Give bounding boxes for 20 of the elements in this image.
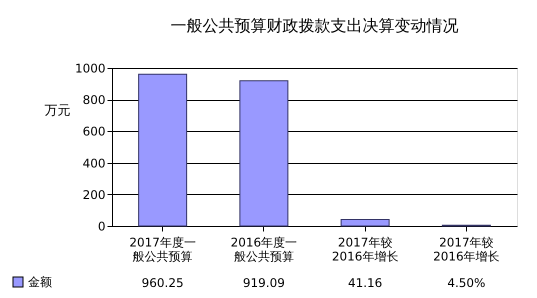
y-axis-title: 万元 (44, 104, 70, 118)
x-tick-label: 2016年度一般公共预算 (230, 236, 298, 264)
x-tick-label: 2017年度一般公共预算 (129, 236, 196, 264)
data-label: 4.50% (447, 276, 486, 290)
y-tick-label: 0 (98, 220, 106, 234)
y-tick-label: 800 (82, 93, 106, 108)
y-tick-label: 1000 (74, 62, 106, 76)
y-tick-label: 400 (82, 156, 106, 170)
data-label: 41.16 (348, 276, 382, 290)
legend-label: 金额 (28, 275, 52, 289)
chart-title: 一般公共预算财政拨款支出决算变动情况 (170, 16, 458, 35)
y-tick-label: 200 (82, 188, 106, 202)
bar (239, 80, 288, 226)
bar (138, 74, 188, 226)
x-tick-label: 2017年较2016年增长 (332, 236, 398, 264)
x-tick-label: 2017年较2016年增长 (433, 236, 500, 264)
y-tick-label: 600 (82, 124, 106, 139)
data-label: 960.25 (142, 276, 184, 290)
data-label: 919.09 (242, 276, 285, 290)
bar (340, 218, 390, 226)
